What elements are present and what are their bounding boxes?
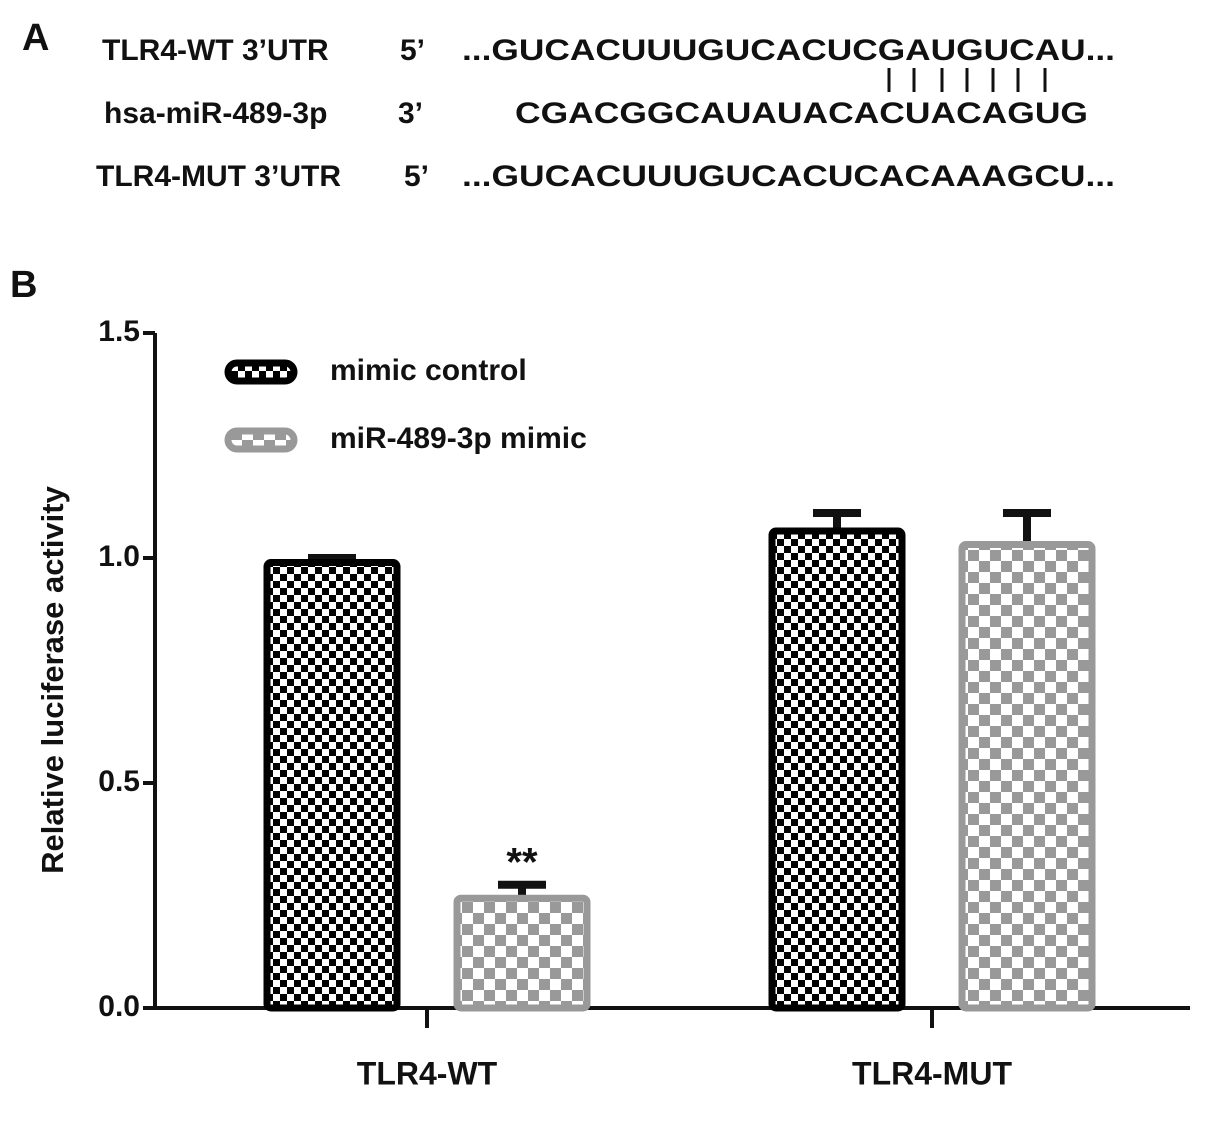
y-tick-label: 0.0	[98, 990, 140, 1023]
sequence-name: TLR4-MUT 3’UTR	[96, 160, 341, 193]
sequence: ...GUCACUUUGUCACUCACAAAGCU...	[462, 160, 1115, 193]
sequence-end: 5’	[400, 34, 425, 67]
bar	[453, 894, 591, 1012]
sequence-name: hsa-miR-489-3p	[104, 97, 327, 130]
x-tick-label: TLR4-MUT	[852, 1055, 1012, 1091]
bar	[263, 559, 401, 1012]
sequence: ...GUCACUUUGUCACUCGAUGUCAU...	[462, 34, 1115, 67]
panel-label: A	[22, 17, 49, 59]
bar	[768, 527, 906, 1012]
y-axis-label: Relative luciferase activity	[35, 485, 70, 873]
annotation: **	[506, 840, 538, 884]
x-tick-label: TLR4-WT	[357, 1055, 498, 1091]
y-tick-label: 1.0	[98, 540, 140, 573]
sequence: CGACGGCAUAUACACUACAGUG	[515, 97, 1088, 130]
sequence-end: 3’	[398, 97, 423, 130]
panel-label: B	[10, 264, 37, 306]
bar	[958, 541, 1096, 1012]
legend-label: mimic control	[330, 354, 527, 387]
legend-swatch	[224, 427, 298, 453]
legend-label: miR-489-3p mimic	[330, 422, 587, 455]
y-tick-label: 0.5	[98, 765, 140, 798]
y-tick-label: 1.5	[98, 315, 140, 348]
sequence-name: TLR4-WT 3’UTR	[102, 34, 329, 67]
sequence-end: 5’	[404, 160, 429, 193]
pairing-lines	[887, 68, 1047, 92]
legend-swatch	[224, 359, 298, 385]
